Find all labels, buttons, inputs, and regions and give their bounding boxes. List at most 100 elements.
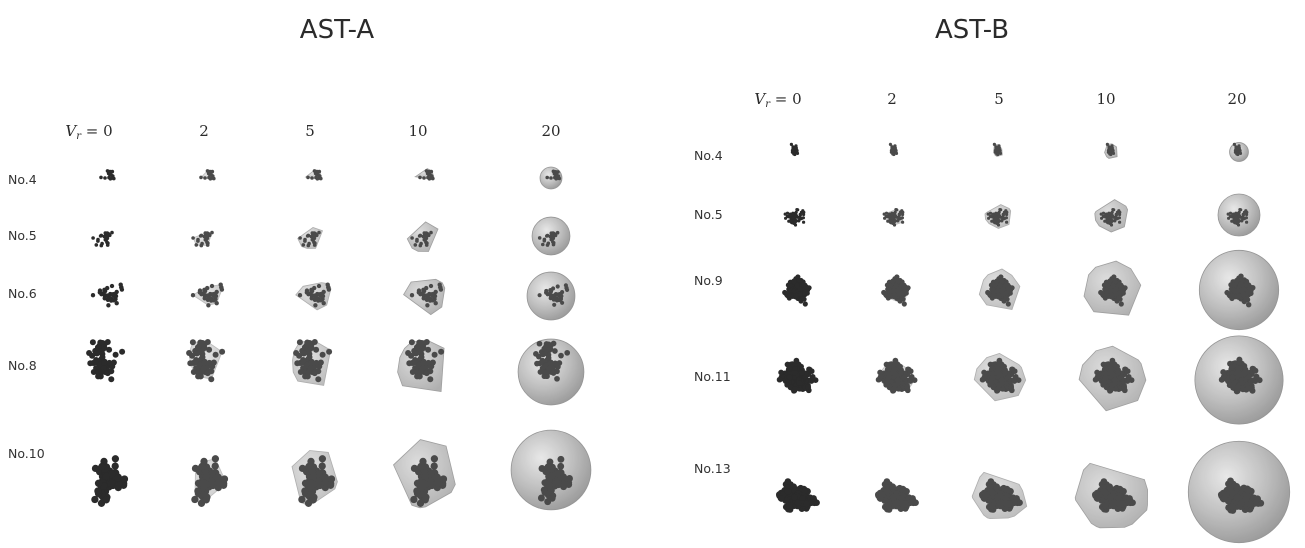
aggregate-cell bbox=[292, 339, 333, 386]
particle-aggregate bbox=[1220, 495, 1228, 503]
aggregate-cell bbox=[517, 338, 585, 406]
particle-aggregate bbox=[112, 351, 119, 358]
particle-aggregate bbox=[1116, 282, 1123, 288]
particle-aggregate bbox=[108, 470, 116, 478]
particle-aggregate bbox=[901, 212, 905, 217]
particle-aggregate bbox=[118, 282, 123, 287]
particle-aggregate bbox=[1235, 152, 1239, 156]
particle-aggregate bbox=[105, 285, 110, 291]
particle-aggregate bbox=[557, 292, 562, 297]
particle-aggregate bbox=[105, 231, 109, 235]
particle-aggregate bbox=[793, 220, 798, 224]
particle-aggregate bbox=[994, 493, 1001, 501]
particle-aggregate bbox=[321, 474, 329, 482]
aggregate-cell bbox=[397, 339, 445, 392]
particle-aggregate bbox=[1236, 220, 1240, 224]
particle-aggregate bbox=[199, 243, 204, 248]
particle-aggregate bbox=[999, 379, 1005, 386]
particle-aggregate bbox=[1002, 495, 1009, 502]
particle-aggregate bbox=[979, 376, 986, 383]
particle-aggregate bbox=[539, 357, 546, 364]
particle-aggregate bbox=[810, 495, 817, 502]
aggregate-cell bbox=[984, 204, 1012, 229]
particle-aggregate bbox=[1220, 369, 1227, 376]
panel-a-col-header: 10 bbox=[408, 122, 427, 140]
aggregate-cell bbox=[297, 227, 324, 249]
particle-aggregate bbox=[107, 295, 112, 301]
particle-aggregate bbox=[1109, 220, 1113, 224]
particle-aggregate bbox=[545, 341, 552, 348]
particle-aggregate bbox=[1104, 213, 1108, 217]
particle-aggregate bbox=[1100, 478, 1108, 485]
particle-aggregate bbox=[550, 235, 555, 239]
particle-aggregate bbox=[992, 219, 996, 223]
particle-aggregate bbox=[551, 231, 555, 235]
aggregate-cell bbox=[1229, 142, 1249, 162]
particle-aggregate bbox=[218, 282, 223, 287]
particle-aggregate bbox=[1236, 293, 1242, 299]
particle-aggregate bbox=[214, 301, 219, 306]
particle-aggregate bbox=[883, 381, 890, 388]
particle-aggregate bbox=[298, 495, 306, 504]
particle-aggregate bbox=[413, 487, 421, 495]
particle-aggregate bbox=[890, 211, 894, 215]
particle-aggregate bbox=[1246, 302, 1252, 308]
particle-aggregate bbox=[1240, 286, 1247, 292]
particle-aggregate bbox=[108, 368, 115, 375]
particle-aggregate bbox=[1105, 219, 1109, 223]
particle-aggregate bbox=[111, 291, 117, 297]
particle-aggregate bbox=[87, 360, 94, 367]
aggregate-cell bbox=[186, 339, 226, 383]
particle-aggregate bbox=[86, 350, 93, 356]
particle-aggregate bbox=[778, 369, 784, 376]
particle-aggregate bbox=[308, 359, 315, 366]
particle-aggregate bbox=[1252, 367, 1259, 374]
particle-aggregate bbox=[902, 500, 909, 508]
particle-aggregate bbox=[106, 303, 111, 308]
particle-aggregate bbox=[1094, 369, 1100, 376]
particle-aggregate bbox=[206, 359, 213, 366]
aggregate-cell bbox=[99, 169, 116, 181]
particle-aggregate bbox=[99, 175, 103, 180]
particle-aggregate bbox=[199, 175, 203, 180]
particle-aggregate bbox=[294, 360, 301, 367]
particle-aggregate bbox=[897, 369, 904, 376]
particle-aggregate bbox=[877, 495, 884, 502]
particle-aggregate bbox=[423, 339, 430, 345]
particle-aggregate bbox=[791, 493, 798, 501]
particle-aggregate bbox=[784, 488, 792, 495]
particle-aggregate bbox=[193, 357, 200, 363]
particle-aggregate bbox=[410, 236, 414, 240]
particle-aggregate bbox=[784, 381, 791, 388]
particle-aggregate bbox=[99, 243, 104, 248]
particle-aggregate bbox=[102, 472, 110, 480]
particle-aggregate bbox=[1116, 295, 1122, 301]
particle-aggregate bbox=[208, 233, 212, 238]
particle-aggregate bbox=[893, 499, 901, 507]
particle-aggregate bbox=[111, 462, 119, 470]
particle-aggregate bbox=[424, 169, 429, 173]
particle-aggregate bbox=[533, 351, 539, 357]
particle-aggregate bbox=[317, 169, 322, 174]
particle-aggregate bbox=[786, 374, 793, 381]
particle-aggregate bbox=[795, 278, 802, 284]
particle-aggregate bbox=[537, 293, 542, 298]
particle-aggregate bbox=[1243, 295, 1250, 301]
particle-aggregate bbox=[904, 384, 911, 391]
particle-aggregate bbox=[556, 170, 560, 174]
particle-aggregate bbox=[996, 220, 1001, 224]
particle-aggregate bbox=[1110, 282, 1116, 289]
particle-aggregate bbox=[210, 176, 215, 180]
particle-aggregate bbox=[789, 219, 793, 223]
particle-aggregate bbox=[424, 231, 428, 235]
particle-aggregate bbox=[191, 236, 195, 240]
particle-aggregate bbox=[93, 357, 100, 363]
particle-aggregate bbox=[998, 149, 1002, 153]
particle-aggregate bbox=[1001, 216, 1005, 220]
particle-aggregate bbox=[306, 340, 313, 346]
particle-aggregate bbox=[893, 214, 898, 218]
particle-aggregate bbox=[201, 290, 207, 295]
particle-aggregate bbox=[1232, 219, 1236, 223]
particle-aggregate bbox=[798, 369, 805, 376]
particle-aggregate bbox=[304, 499, 313, 507]
